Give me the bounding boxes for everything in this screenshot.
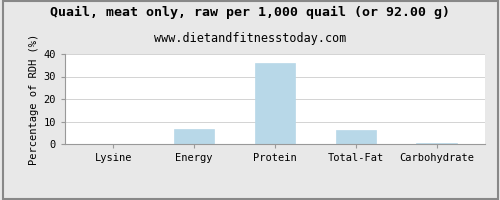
Bar (336, 130, 376, 144)
Text: www.dietandfitnesstoday.com: www.dietandfitnesstoday.com (154, 32, 346, 45)
Bar (174, 129, 214, 144)
Y-axis label: Percentage of RDH (%): Percentage of RDH (%) (30, 33, 40, 165)
Bar (255, 63, 295, 144)
Bar (416, 143, 457, 144)
Text: Quail, meat only, raw per 1,000 quail (or 92.00 g): Quail, meat only, raw per 1,000 quail (o… (50, 6, 450, 19)
